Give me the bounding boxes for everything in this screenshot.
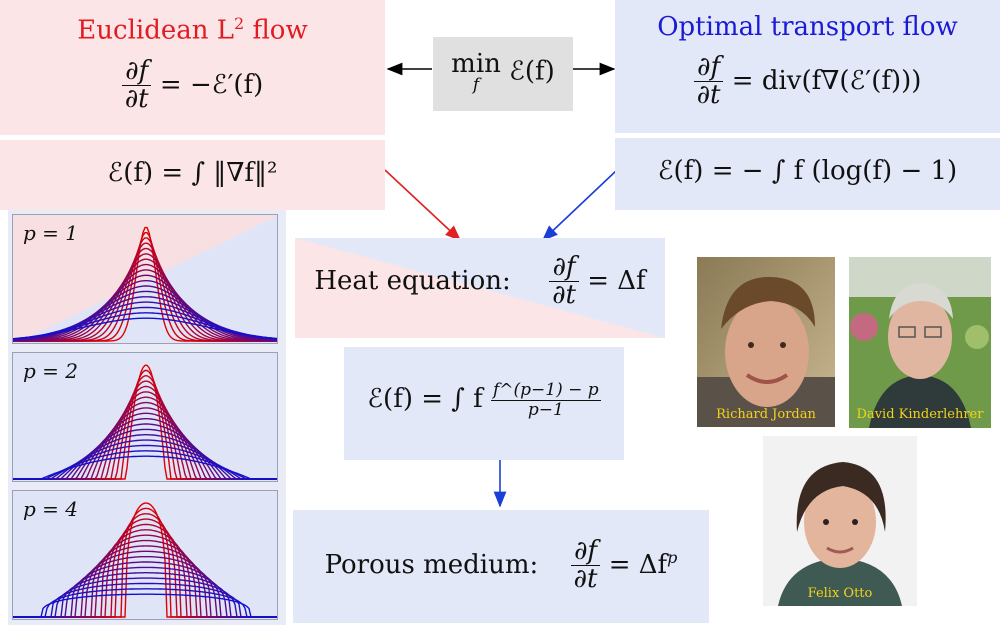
euclidean-title-suffix: flow bbox=[244, 15, 308, 46]
minimization-box: min f ℰ(f) bbox=[433, 37, 573, 111]
power-energy: ℰ(f) = ∫ f f^(p−1) − p p−1 bbox=[344, 381, 624, 419]
porous-medium-box: Porous medium: ∂f ∂t = Δfp bbox=[293, 510, 709, 623]
panel-p4-plot bbox=[13, 502, 277, 618]
profile-curve bbox=[13, 380, 277, 480]
panel-p4-label: p = 4 bbox=[23, 497, 78, 521]
panel-p2: p = 2 bbox=[12, 352, 278, 482]
profile-curve bbox=[13, 391, 277, 480]
frac-denominator: ∂t bbox=[573, 564, 598, 595]
profile-curve bbox=[13, 263, 277, 342]
profile-curve bbox=[13, 455, 277, 480]
photo-felix-otto: Felix Otto bbox=[763, 436, 917, 606]
euclidean-title-sup: 2 bbox=[234, 14, 245, 33]
entropy-energy: ℰ(f) = − ∫ f (log(f) − 1) bbox=[657, 156, 958, 186]
caption-richard-jordan: Richard Jordan bbox=[716, 407, 816, 422]
arrow-left-to-heat bbox=[384, 169, 462, 242]
profile-curve bbox=[13, 588, 277, 618]
porous-medium-label: Porous medium: bbox=[324, 549, 539, 580]
power-energy-numerator: f^(p−1) − p bbox=[490, 380, 601, 401]
euclidean-energy-box: ℰ(f) = ∫ ‖∇f‖² bbox=[0, 140, 385, 210]
profile-curve bbox=[13, 285, 277, 342]
profile-curve bbox=[13, 312, 277, 340]
profile-curve bbox=[13, 280, 277, 342]
frac-numerator: ∂f bbox=[549, 253, 579, 283]
profile-curve bbox=[13, 572, 277, 618]
dirichlet-energy: ℰ(f) = ∫ ‖∇f‖² bbox=[107, 158, 278, 188]
transport-flow-title: Optimal transport flow bbox=[657, 12, 958, 42]
frac-denominator: ∂t bbox=[696, 80, 721, 111]
porous-medium-rhs: = Δf bbox=[608, 549, 668, 580]
transport-energy-box: ℰ(f) = − ∫ f (log(f) − 1) bbox=[615, 138, 1000, 210]
panel-p1-background-tint bbox=[13, 215, 277, 343]
portrait-richard-jordan bbox=[697, 257, 835, 427]
euclidean-title-text: Euclidean L bbox=[77, 15, 235, 46]
profile-curve bbox=[13, 439, 277, 480]
profile-curve bbox=[13, 274, 277, 342]
panel-p2-label: p = 2 bbox=[23, 359, 78, 383]
power-energy-lhs: ℰ(f) = ∫ f bbox=[367, 384, 483, 415]
portrait-david-kinderlehrer bbox=[849, 257, 991, 428]
profile-curve bbox=[13, 396, 277, 480]
caption-david-kinderlehrer: David Kinderlehrer bbox=[856, 407, 984, 422]
min-operator: min bbox=[451, 49, 501, 79]
panel-p4: p = 4 bbox=[12, 490, 278, 620]
panel-p1: p = 1 bbox=[12, 214, 278, 344]
power-energy-denominator: p−1 bbox=[527, 399, 564, 420]
euclidean-flow-box: Euclidean L2 flow ∂f ∂t = −ℰ′(f) bbox=[0, 0, 385, 135]
euclidean-flow-rhs: = −ℰ′(f) bbox=[159, 69, 264, 100]
profile-curve bbox=[13, 577, 277, 618]
min-expression: min f ℰ(f) bbox=[433, 51, 573, 94]
frac-numerator: ∂f bbox=[570, 537, 601, 567]
power-energy-box: ℰ(f) = ∫ f f^(p−1) − p p−1 bbox=[344, 347, 624, 460]
profile-curve bbox=[13, 418, 277, 480]
panel-p1-plot bbox=[13, 215, 277, 343]
porous-medium-exponent: p bbox=[667, 548, 678, 568]
photo-richard-jordan: Richard Jordan bbox=[697, 257, 835, 427]
caption-felix-otto: Felix Otto bbox=[807, 586, 873, 601]
panel-p2-plot bbox=[13, 364, 277, 480]
frac-numerator: ∂f bbox=[694, 53, 724, 83]
profile-curve bbox=[13, 428, 277, 480]
min-subscript: f bbox=[472, 75, 480, 95]
arrow-right-to-heat bbox=[541, 169, 618, 242]
transport-flow-box: Optimal transport flow ∂f ∂t = div(f∇(ℰ′(… bbox=[615, 0, 1000, 133]
heat-equation-label: Heat equation: bbox=[314, 265, 511, 296]
profile-curve bbox=[13, 269, 277, 342]
min-functional: ℰ(f) bbox=[509, 56, 555, 87]
transport-flow-equation: ∂f ∂t = div(f∇(ℰ′(f))) bbox=[615, 53, 1000, 111]
euclidean-flow-equation: ∂f ∂t = −ℰ′(f) bbox=[0, 57, 385, 115]
portrait-felix-otto bbox=[763, 436, 917, 606]
frac-denominator: ∂t bbox=[552, 280, 576, 311]
profile-curve bbox=[13, 385, 277, 480]
heat-equation-box: Heat equation: ∂f ∂t = Δf bbox=[295, 238, 665, 338]
frac-denominator: ∂t bbox=[124, 84, 149, 115]
euclidean-flow-title: Euclidean L2 flow bbox=[0, 14, 385, 46]
photo-david-kinderlehrer: David Kinderlehrer bbox=[849, 257, 991, 428]
panel-p1-label: p = 1 bbox=[23, 221, 78, 245]
frac-numerator: ∂f bbox=[122, 57, 152, 87]
transport-flow-rhs: = div(f∇(ℰ′(f))) bbox=[731, 65, 922, 96]
profile-curve bbox=[13, 593, 277, 618]
heat-equation-rhs: = Δf bbox=[587, 265, 646, 296]
profile-curve bbox=[13, 258, 277, 342]
profile-curve bbox=[13, 444, 277, 480]
profile-curve bbox=[13, 434, 277, 480]
profile-curve bbox=[13, 317, 277, 340]
porous-medium-equation: Porous medium: ∂f ∂t = Δfp bbox=[293, 537, 709, 595]
heat-equation: Heat equation: ∂f ∂t = Δf bbox=[295, 253, 665, 311]
